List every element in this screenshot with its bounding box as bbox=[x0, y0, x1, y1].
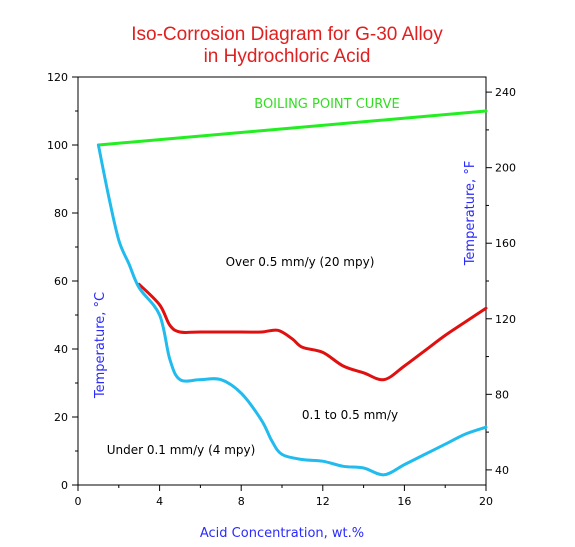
x-tick-label: 20 bbox=[479, 495, 493, 508]
corrosion-0-5-curve bbox=[137, 282, 488, 382]
y-right-tick-label: 120 bbox=[495, 313, 516, 326]
x-tick-label: 12 bbox=[316, 495, 330, 508]
annotation-mid-region: 0.1 to 0.5 mm/y bbox=[302, 408, 398, 422]
y-right-tick-label: 240 bbox=[495, 86, 516, 99]
x-tick-label: 4 bbox=[156, 495, 163, 508]
annotation-under-region: Under 0.1 mm/y (4 mpy) bbox=[107, 443, 256, 457]
y-right-tick-label: 160 bbox=[495, 237, 516, 250]
chart-title-line1: Iso-Corrosion Diagram for G-30 Alloy bbox=[131, 24, 443, 45]
x-axis-label: Acid Concentration, wt.% bbox=[200, 526, 364, 541]
y-left-tick-label: 20 bbox=[54, 411, 68, 424]
x-tick-label: 8 bbox=[238, 495, 245, 508]
corrosion-0-1-curve bbox=[96, 143, 488, 477]
series-layer bbox=[96, 109, 488, 477]
y-axis-label-left: Temperature, °C bbox=[93, 292, 108, 399]
y-left-tick-label: 60 bbox=[54, 275, 68, 288]
x-tick-label: 0 bbox=[75, 495, 82, 508]
annotation-over-region: Over 0.5 mm/y (20 mpy) bbox=[226, 255, 375, 269]
annotation-boiling-point: BOILING POINT CURVE bbox=[254, 97, 400, 112]
y-right-tick-label: 200 bbox=[495, 162, 516, 175]
y-left-tick-label: 80 bbox=[54, 207, 68, 220]
y-left-tick-label: 120 bbox=[47, 71, 68, 84]
y-axis-label-right: Temperature, °F bbox=[463, 161, 478, 267]
plot-frame bbox=[77, 76, 487, 486]
y-left-tick-label: 100 bbox=[47, 139, 68, 152]
y-right-tick-label: 80 bbox=[495, 388, 509, 401]
y-right-tick-label: 40 bbox=[495, 464, 509, 477]
y-left-tick-label: 0 bbox=[61, 479, 68, 492]
chart-title-line2: in Hydrochloric Acid bbox=[204, 46, 371, 67]
y-left-tick-label: 40 bbox=[54, 343, 68, 356]
x-tick-label: 16 bbox=[397, 495, 411, 508]
boiling-point-curve bbox=[96, 109, 488, 147]
